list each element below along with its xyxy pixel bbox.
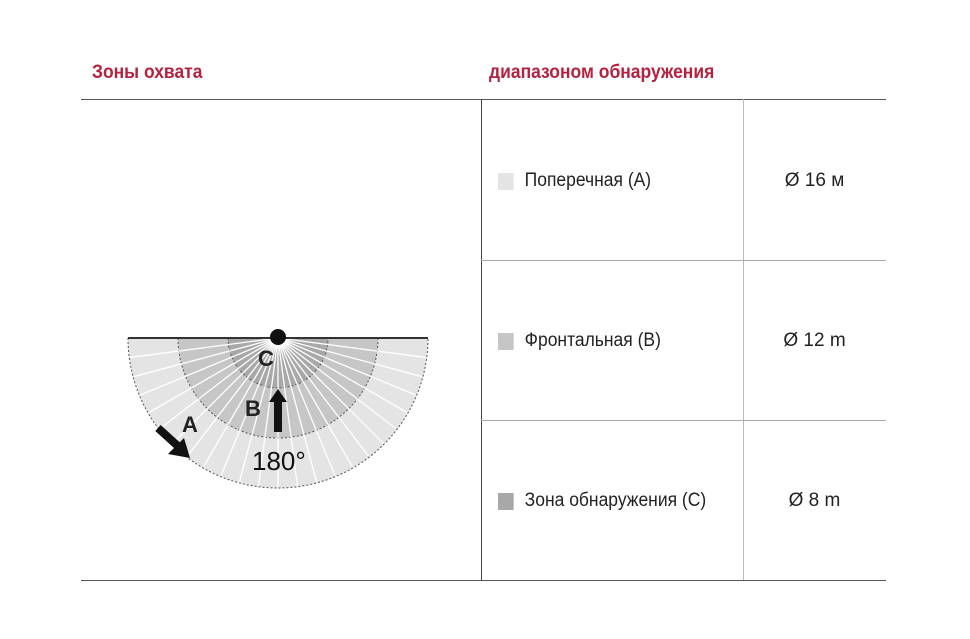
zone-ray	[257, 337, 279, 486]
zone-ray	[277, 337, 299, 486]
label-b: B	[245, 396, 261, 421]
arrow-up-icon	[269, 389, 287, 432]
range-value-c: Ø 8 m	[788, 490, 841, 511]
bottom-divider	[81, 580, 886, 581]
zone-ray	[277, 337, 408, 414]
zone-ray	[130, 337, 279, 359]
legend-label: Поперечная (A)	[524, 170, 652, 191]
row-divider	[481, 420, 886, 421]
zone-ray	[277, 337, 370, 457]
range-value-b: Ø 12 m	[783, 330, 846, 351]
swatch-b	[498, 332, 514, 350]
zone-ray	[186, 337, 279, 457]
zone-ray	[277, 337, 423, 378]
row-divider	[481, 260, 886, 261]
zone-ray	[172, 337, 279, 444]
detection-range-heading: диапазоном обнаружения	[489, 62, 715, 83]
zone-ray	[202, 337, 279, 468]
zone-ray	[277, 337, 397, 430]
arrow-diagonal-icon	[155, 425, 190, 458]
zone-ray	[220, 337, 279, 476]
zone-ray	[140, 337, 279, 396]
legend-row-a: Поперечная (A)	[498, 170, 651, 192]
column-divider	[481, 99, 482, 580]
zone-ray	[277, 337, 318, 483]
angle-label: 180°	[252, 446, 306, 476]
sensor-dot	[270, 329, 286, 345]
legend-row-b: Фронтальная (B)	[498, 330, 661, 352]
zone-ray	[277, 337, 354, 468]
label-c: C	[258, 346, 274, 371]
legend-row-c: Зона обнаружения (C)	[498, 490, 706, 512]
top-divider	[81, 99, 886, 100]
zone-ray	[277, 337, 384, 444]
range-value-a: Ø 16 м	[784, 170, 845, 191]
zone-ray	[277, 337, 336, 476]
legend-label: Фронтальная (B)	[524, 330, 661, 351]
swatch-a	[498, 172, 514, 190]
legend-label: Зона обнаружения (C)	[524, 490, 707, 511]
column-divider-2	[743, 99, 744, 580]
zone-ray	[133, 337, 279, 378]
zone-ray	[277, 337, 426, 359]
label-a: A	[182, 412, 198, 437]
zone-ray	[238, 337, 279, 483]
zone-ray	[148, 337, 279, 414]
zone-ray	[159, 337, 279, 430]
zone-ray	[277, 337, 416, 396]
swatch-c	[498, 492, 514, 510]
coverage-zones-heading: Зоны охвата	[92, 62, 203, 83]
